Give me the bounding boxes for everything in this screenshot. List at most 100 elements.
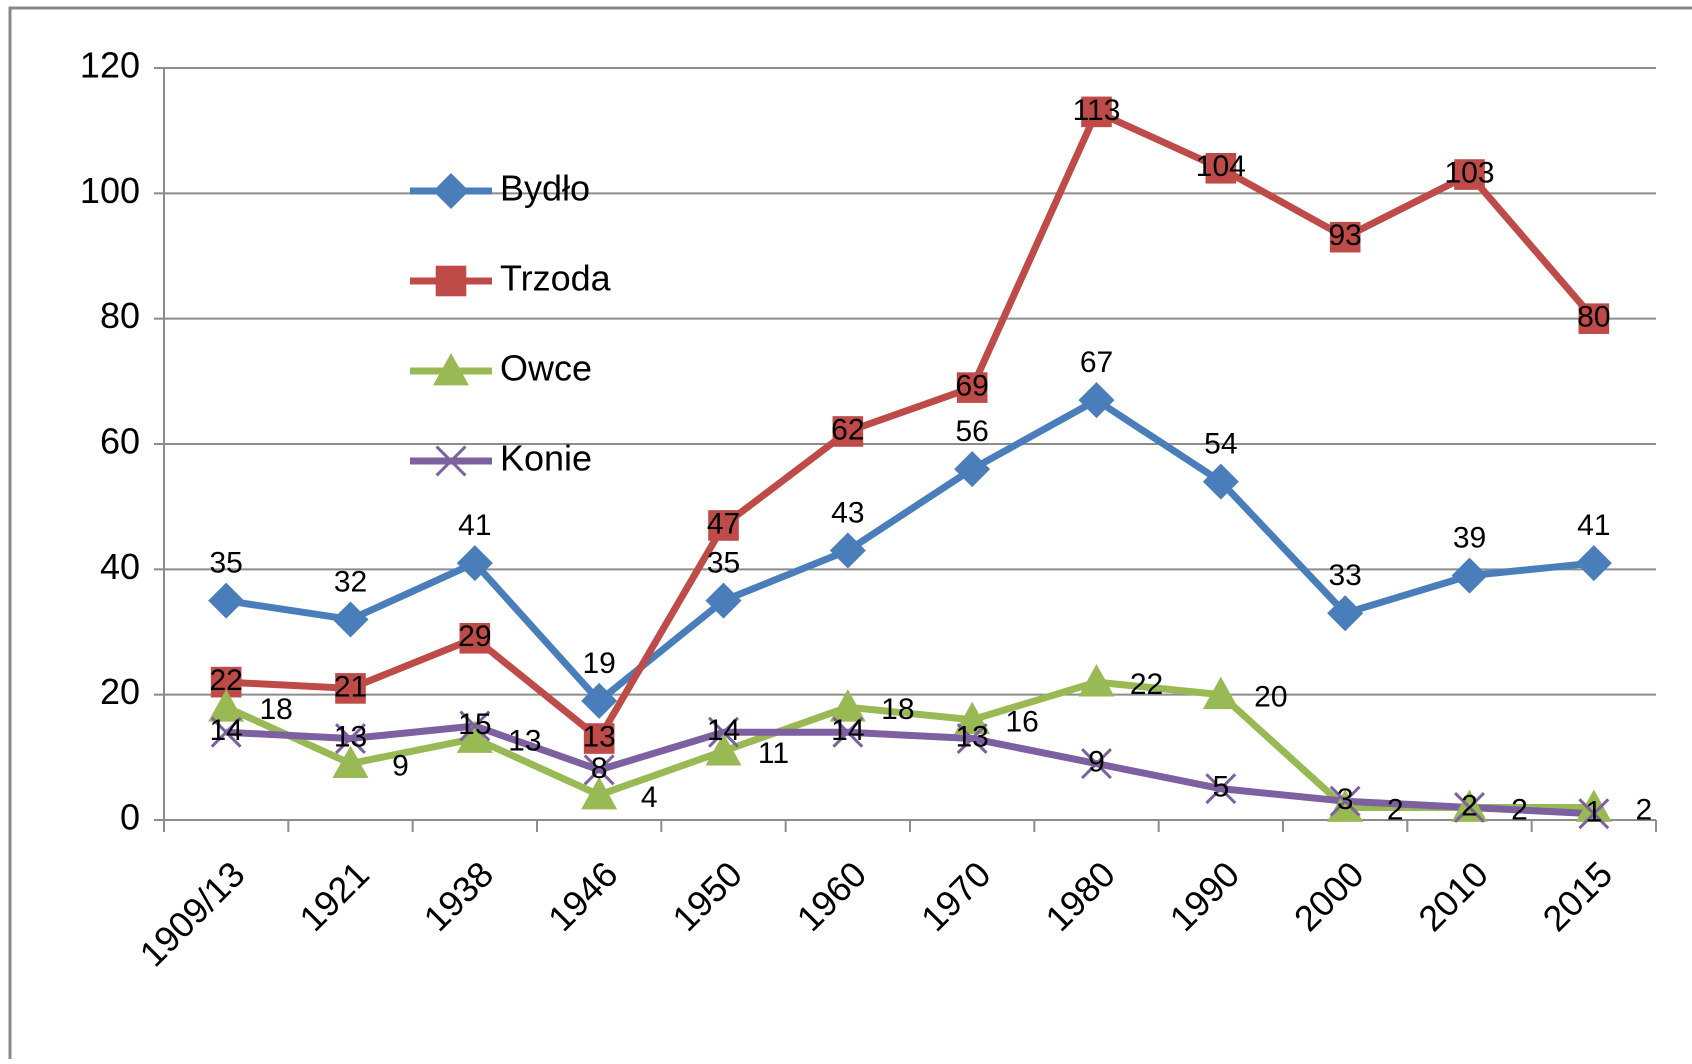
marker <box>456 545 493 582</box>
legend-label: Trzoda <box>500 258 612 299</box>
y-tick-label: 40 <box>100 546 140 587</box>
marker <box>1202 463 1239 500</box>
marker <box>1081 748 1112 780</box>
data-label: 14 <box>707 714 740 747</box>
data-label: 47 <box>707 507 740 540</box>
marker <box>1451 557 1488 594</box>
marker <box>433 173 469 209</box>
data-label: 41 <box>1577 509 1610 542</box>
data-label: 56 <box>955 415 988 448</box>
marker <box>832 716 864 748</box>
marker <box>1578 798 1610 830</box>
marker <box>1329 221 1361 253</box>
data-label: 80 <box>1577 301 1610 334</box>
marker <box>332 745 369 778</box>
data-label: 93 <box>1328 219 1361 252</box>
data-label: 3 <box>1337 783 1354 816</box>
data-label: 15 <box>458 708 491 741</box>
series-line <box>225 396 1595 705</box>
data-label: 16 <box>1005 706 1038 739</box>
marker <box>1454 792 1485 823</box>
marker <box>433 353 469 386</box>
marker <box>1327 789 1364 822</box>
data-label: 22 <box>1130 668 1163 701</box>
marker <box>1575 545 1612 582</box>
series-line <box>225 108 1597 743</box>
series-line <box>225 722 1595 818</box>
data-label: 54 <box>1204 428 1237 461</box>
marker <box>583 754 615 786</box>
marker <box>459 710 491 742</box>
data-label: 11 <box>758 737 789 770</box>
data-label: 41 <box>458 509 491 542</box>
y-tick-label: 20 <box>100 671 140 712</box>
marker <box>956 372 988 403</box>
data-label: 2 <box>1635 793 1652 826</box>
data-label: 104 <box>1196 150 1246 183</box>
marker <box>1078 382 1115 419</box>
data-label: 8 <box>591 752 608 785</box>
marker <box>954 451 991 488</box>
data-label: 22 <box>209 664 242 697</box>
data-label: 35 <box>209 547 242 580</box>
marker <box>708 716 739 748</box>
data-label: 14 <box>209 714 242 747</box>
marker <box>705 733 742 766</box>
data-label: 4 <box>641 781 658 814</box>
data-label: 113 <box>1073 94 1121 127</box>
data-label: 32 <box>334 565 367 598</box>
data-label: 33 <box>1328 559 1361 592</box>
marker <box>1575 789 1612 822</box>
marker <box>208 689 245 722</box>
marker <box>1329 785 1361 817</box>
marker <box>459 622 491 654</box>
marker <box>581 682 618 719</box>
data-label: 18 <box>259 693 292 726</box>
data-label: 18 <box>881 693 914 726</box>
y-tick-label: 80 <box>100 295 140 336</box>
marker <box>708 510 739 541</box>
data-label: 13 <box>955 720 988 753</box>
marker <box>832 416 864 447</box>
data-label: 1 <box>1585 796 1602 829</box>
marker <box>583 723 615 754</box>
data-label: 43 <box>831 496 864 529</box>
marker <box>332 601 369 638</box>
marker <box>456 720 493 753</box>
data-label: 35 <box>707 547 740 580</box>
data-label: 2 <box>1461 789 1478 822</box>
marker <box>208 582 245 619</box>
marker <box>335 723 366 754</box>
marker <box>956 723 988 754</box>
data-label: 103 <box>1444 156 1494 189</box>
marker <box>581 776 618 810</box>
data-label: 19 <box>582 647 615 680</box>
y-tick-label: 0 <box>120 797 140 838</box>
data-label: 69 <box>955 370 988 403</box>
marker <box>829 532 866 569</box>
marker <box>1454 159 1485 190</box>
marker <box>1081 96 1112 128</box>
data-label: 21 <box>334 670 367 703</box>
marker <box>1578 303 1610 334</box>
data-label: 13 <box>582 720 615 753</box>
data-label: 5 <box>1212 771 1229 804</box>
marker <box>705 582 742 619</box>
legend-label: Konie <box>500 438 592 479</box>
data-label: 14 <box>831 714 864 747</box>
data-label: 9 <box>392 750 409 783</box>
data-label: 62 <box>831 413 864 446</box>
marker <box>210 716 242 748</box>
legend-label: Bydło <box>500 168 590 209</box>
data-label: 29 <box>458 620 491 653</box>
marker <box>1202 676 1239 710</box>
marker <box>954 701 991 735</box>
data-label: 67 <box>1080 346 1113 379</box>
marker <box>335 673 366 704</box>
marker <box>1327 595 1364 632</box>
marker <box>829 689 866 722</box>
y-tick-label: 100 <box>80 170 140 211</box>
series-line <box>224 678 1594 811</box>
marker <box>435 445 467 477</box>
